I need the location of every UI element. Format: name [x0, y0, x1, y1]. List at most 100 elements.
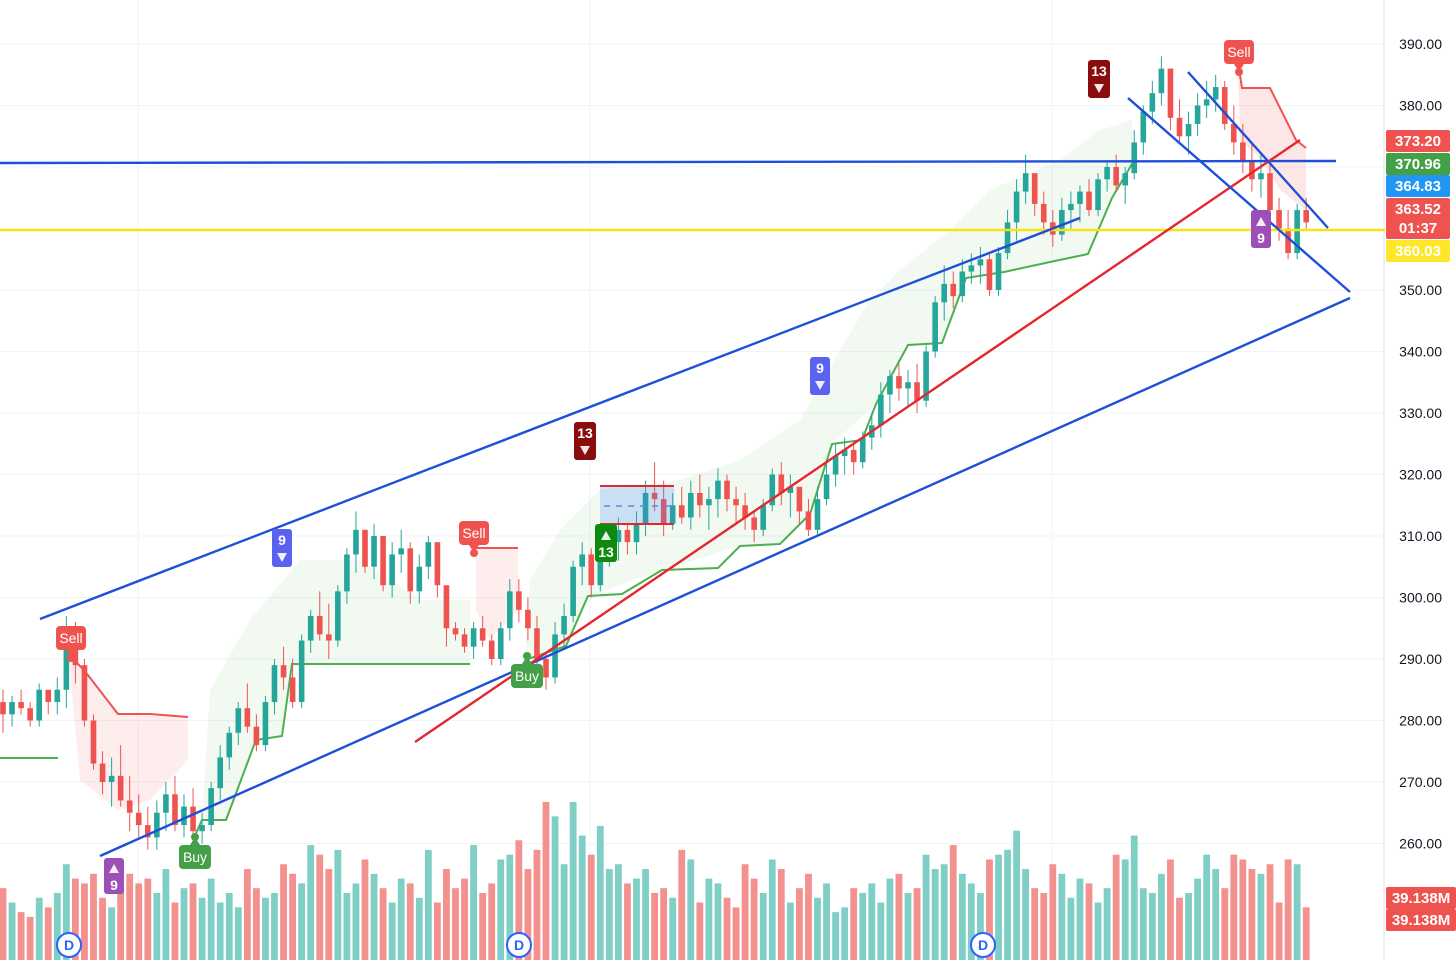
price-label-text: 363.52 — [1395, 201, 1441, 218]
volume-bar — [949, 845, 957, 960]
volume-label-bg — [1386, 887, 1456, 909]
axis-tick-label: 350.00 — [1399, 282, 1442, 298]
candle-body — [1221, 87, 1228, 124]
dividend-text: D — [978, 937, 988, 953]
candle-body — [597, 548, 604, 586]
volume-bar — [470, 845, 477, 960]
candle-body — [733, 499, 739, 506]
candle-body — [9, 702, 15, 715]
candle-body — [1104, 167, 1110, 180]
volume-bar — [99, 897, 106, 960]
count-number: 9 — [1257, 230, 1265, 246]
volume-bar — [379, 888, 387, 960]
candle-body — [452, 628, 459, 635]
volume-bar — [53, 892, 61, 960]
volume-bar — [786, 902, 794, 960]
count-number: 13 — [598, 544, 614, 560]
candle-body — [932, 302, 938, 352]
volume-bar — [135, 883, 143, 960]
candle-body — [642, 492, 649, 524]
candle-body — [986, 259, 993, 290]
demark-count-9: 9 — [1251, 210, 1271, 248]
candle-body — [1240, 142, 1246, 161]
demark-count-13: 13 — [1088, 60, 1110, 98]
volume-bar — [877, 902, 885, 960]
candle-body — [45, 689, 52, 703]
axis-tick-label: 320.00 — [1399, 467, 1442, 483]
candle-body — [1194, 105, 1201, 124]
volume-bar — [406, 883, 414, 960]
volume-bar — [931, 869, 939, 960]
volume-bar — [90, 873, 97, 960]
volume-bar — [271, 892, 278, 960]
stop-zone-green — [202, 560, 470, 820]
candle-body — [561, 615, 567, 635]
volume-bar — [62, 864, 70, 960]
volume-bar — [605, 869, 613, 960]
volume-bar — [615, 864, 622, 960]
volume-bar — [225, 892, 233, 960]
candle-body — [353, 529, 359, 555]
candle-body — [751, 517, 757, 530]
volume-bar — [1058, 873, 1066, 960]
volume-bar — [1085, 883, 1093, 960]
volume-bar — [1013, 830, 1020, 960]
candle-body — [1095, 179, 1101, 211]
candle-body — [217, 757, 223, 789]
candle-body — [126, 800, 133, 813]
volume-bar — [850, 888, 858, 960]
candle-body — [54, 689, 61, 703]
volume-bar — [651, 892, 658, 960]
candle-body — [244, 708, 251, 727]
candle-body — [669, 505, 676, 524]
volume-bar — [560, 864, 568, 960]
candle-body — [407, 548, 414, 592]
candle-body — [262, 702, 269, 746]
candle-body — [1176, 117, 1183, 137]
volume-bar — [316, 854, 324, 960]
trendlines[interactable] — [0, 71, 1456, 858]
axis-tick-label: 290.00 — [1399, 651, 1442, 667]
volume-bar — [126, 873, 134, 960]
candle-body — [90, 720, 97, 764]
candle-body — [615, 529, 622, 543]
candle-body — [1267, 173, 1273, 211]
volume-bar — [578, 835, 586, 960]
volume-bar — [17, 912, 25, 960]
signal-dot — [470, 549, 478, 557]
count-number: 9 — [278, 532, 286, 548]
candle-body — [108, 775, 115, 782]
dividend-text: D — [64, 937, 74, 953]
candle-body — [525, 609, 531, 629]
price-label-bg — [1386, 130, 1450, 152]
candle-body — [832, 456, 839, 475]
candle-body — [1149, 93, 1156, 112]
volume-bar — [443, 869, 450, 960]
volume-label-text: 39.138M — [1392, 890, 1450, 907]
candle-body — [724, 480, 730, 500]
candle-body — [995, 253, 1002, 290]
volume-bar — [1004, 849, 1011, 960]
volume-bar — [180, 888, 188, 960]
volume-bar — [144, 878, 152, 960]
volume-bar — [1130, 835, 1138, 960]
candle-body — [1004, 222, 1011, 254]
volume-label-bg — [1386, 909, 1456, 931]
candle-body — [1122, 173, 1128, 186]
price-label-bg — [1386, 153, 1450, 175]
price-labels: 373.20 370.96 364.83 363.52 01:37 360.03 39.13… — [1386, 130, 1456, 931]
count-badge — [272, 529, 292, 567]
volume-bar — [153, 892, 161, 960]
volume-bar — [1049, 864, 1057, 960]
volume-bar — [1094, 902, 1102, 960]
candle-body — [1203, 99, 1210, 106]
candle-body — [398, 548, 404, 555]
uptrend-line — [414, 139, 1301, 743]
sell-signal: Sell — [56, 626, 86, 662]
triangle-down-icon — [815, 381, 825, 390]
candle-body — [814, 499, 821, 530]
candle-body — [760, 505, 766, 530]
candle-body — [135, 812, 142, 826]
